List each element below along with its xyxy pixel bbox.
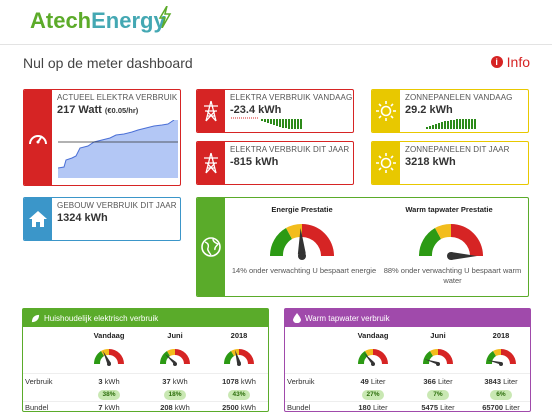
card-actueel-verbruik[interactable]: Actueel Elektra verbruik 217 Watt (€0.05… [23,89,181,186]
gauge-2018 [485,348,516,366]
card-gebouw-label: Gebouw verbruik dit jaar [57,201,177,210]
col-header-vandaag: Vandaag [357,331,389,340]
gauge-juni [422,348,453,366]
card-gebouw[interactable]: Gebouw verbruik dit jaar 1324 kWh [23,197,181,241]
info-link[interactable]: i Info [490,54,530,70]
card-actueel-value: 217 Watt (€0.05/hr) [57,104,139,116]
card-zon-vandaag-label: Zonnepanelen vandaag [405,93,513,102]
energie-gauge [269,223,334,260]
row-divider [285,373,530,374]
col-header-juni: Juni [430,331,446,340]
lightning-icon [158,6,172,28]
card-verbruik-vandaag-label: Elektra verbruik vandaag [230,93,353,102]
card-zon-jaar-value: 3218 kWh [405,156,456,168]
water-prestatie-title: Warm tapwater Prestatie [405,205,493,214]
panel-tapwater-title: Warm tapwater verbruik [305,313,390,323]
panel-huishoudelijk: Huishoudelijk elektrisch verbruik Vandaa… [22,308,269,412]
row-label-verbruik: Verbruik [287,377,315,386]
card-actueel-label: Actueel Elektra verbruik [57,93,178,102]
col-header-2018: 2018 [230,331,248,340]
cell-verbruik-juni: 37 kWh [162,377,188,386]
panel-huishoudelijk-header: Huishoudelijk elektrisch verbruik [23,309,268,327]
droplet-icon [293,313,301,323]
power-tower-icon [204,152,218,174]
actueel-trend-chart [58,120,178,178]
sun-icon [376,153,396,173]
cell-bundel-vandaag: 7 kWh [98,403,120,412]
info-icon: i [490,56,503,68]
page-title: Nul op de meter dashboard [23,55,193,71]
card-zon-vandaag[interactable]: Zonnepanelen vandaag 29.2 kWh [371,89,529,133]
cell-bundel-vandaag: 180 Liter [358,403,388,412]
badge-juni: 7% [427,390,449,400]
gauge-juni [159,348,190,366]
card-gebouw-value: 1324 kWh [57,212,108,224]
speedometer-icon [29,134,47,144]
card-prestatie-side [197,198,225,296]
panel-huishoudelijk-title: Huishoudelijk elektrisch verbruik [44,313,159,323]
panel-tapwater: Warm tapwater verbruik Vandaag Juni 2018… [284,308,531,412]
card-verbruik-vandaag-side [197,90,225,132]
col-header-juni: Juni [167,331,183,340]
card-zon-jaar[interactable]: Zonnepanelen dit jaar 3218 kWh [371,141,529,185]
card-verbruik-jaar-side [197,142,225,184]
gauge-vandaag [357,348,388,366]
sun-icon [376,101,396,121]
cell-bundel-juni: 5475 Liter [421,403,455,412]
brand-part1: Atech [30,8,92,33]
cell-bundel-2018: 65700 Liter [482,403,520,412]
card-zon-vandaag-side [372,90,400,132]
card-verbruik-jaar-label: Elektra verbruik dit jaar [230,145,350,154]
panel-tapwater-header: Warm tapwater verbruik [285,309,530,327]
power-tower-icon [204,100,218,122]
row-label-bundel: Bundel [25,403,49,412]
row-divider [23,401,268,402]
card-actueel-side [24,90,52,185]
badge-vandaag: 27% [362,390,384,400]
card-gebouw-side [24,198,52,240]
energie-prestatie-title: Energie Prestatie [271,205,333,214]
water-prestatie-note: 88% onder verwachting U bespaart warm wa… [383,266,522,285]
cell-bundel-juni: 208 kWh [160,403,190,412]
house-icon [29,211,47,227]
card-verbruik-jaar[interactable]: Elektra verbruik dit jaar -815 kWh [196,141,354,185]
gauge-vandaag [93,348,124,366]
badge-juni: 18% [164,390,186,400]
col-header-2018: 2018 [492,331,510,340]
card-zon-jaar-side [372,142,400,184]
info-label: Info [506,54,530,70]
header-divider [0,44,552,45]
cell-verbruik-juni: 366 Liter [423,377,453,386]
cell-verbruik-vandaag: 3 kWh [98,377,120,386]
energie-prestatie-note: 14% onder verwachting U bespaart energie [231,266,377,275]
card-verbruik-vandaag-value: -23.4 kWh [230,104,282,116]
card-prestatie[interactable]: Energie Prestatie 14% onder verwachting … [196,197,529,297]
cell-verbruik-2018: 1078 kWh [222,377,256,386]
row-label-verbruik: Verbruik [25,377,53,386]
badge-2018: 6% [490,390,512,400]
row-divider [23,373,268,374]
cell-verbruik-vandaag: 49 Liter [360,377,386,386]
row-label-bundel: Bundel [287,403,311,412]
water-gauge [418,223,483,260]
badge-2018: 43% [228,390,250,400]
cell-bundel-2018: 2500 kWh [222,403,256,412]
gauge-2018 [223,348,254,366]
card-verbruik-jaar-value: -815 kWh [230,156,279,168]
brand-logo: AtechEnergy [30,6,172,34]
zon-vandaag-sparkline [426,119,476,129]
brand-part2: Energy [91,8,166,33]
globe-icon [201,237,221,257]
verbruik-vandaag-sparkline [231,117,302,129]
leaf-icon [31,314,40,322]
card-zon-jaar-label: Zonnepanelen dit jaar [405,145,510,154]
cell-verbruik-2018: 3843 Liter [484,377,518,386]
card-verbruik-vandaag[interactable]: Elektra verbruik vandaag -23.4 kWh [196,89,354,133]
row-divider [285,401,530,402]
col-header-vandaag: Vandaag [93,331,125,340]
card-zon-vandaag-value: 29.2 kWh [405,104,453,116]
badge-vandaag: 38% [98,390,120,400]
